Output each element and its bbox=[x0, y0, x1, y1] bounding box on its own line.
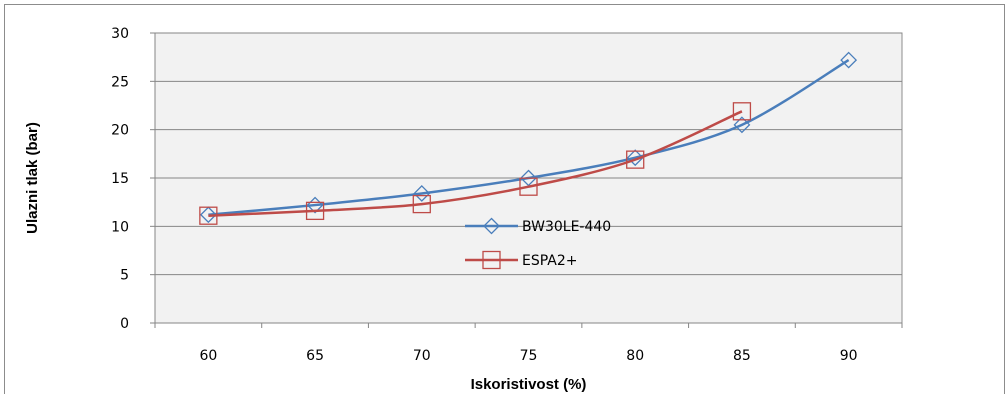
square-marker bbox=[482, 250, 501, 270]
legend: BW30LE-440 ESPA2+ bbox=[465, 217, 611, 270]
y-tick-label: 30 bbox=[111, 26, 129, 42]
y-tick-label: 10 bbox=[111, 219, 129, 235]
x-tick-label: 70 bbox=[413, 348, 431, 364]
legend-label: ESPA2+ bbox=[522, 253, 578, 269]
square-marker bbox=[412, 194, 431, 214]
gridlines bbox=[155, 32, 902, 276]
square-marker bbox=[732, 102, 752, 121]
x-tick-label: 75 bbox=[520, 348, 538, 364]
series-line bbox=[208, 110, 743, 217]
diamond-marker bbox=[413, 185, 431, 202]
series-lines bbox=[199, 51, 858, 225]
y-tick-label: 0 bbox=[120, 316, 129, 332]
x-tick-label: 60 bbox=[199, 348, 217, 364]
y-tick-label: 15 bbox=[111, 171, 129, 187]
axes: 0 5 10 15 20 25 30 60 65 70 75 80 85 90 bbox=[111, 26, 903, 364]
diamond-marker bbox=[199, 206, 217, 224]
diamond-marker bbox=[733, 116, 751, 134]
y-tick-label: 25 bbox=[111, 74, 129, 90]
diamond-marker bbox=[626, 149, 644, 167]
diamond-marker bbox=[840, 51, 858, 69]
y-tick-label: 5 bbox=[120, 268, 129, 284]
square-marker bbox=[305, 201, 325, 221]
x-tick-label: 80 bbox=[626, 348, 644, 364]
square-marker bbox=[519, 177, 538, 196]
square-marker bbox=[199, 206, 218, 225]
x-tick-label: 85 bbox=[733, 348, 751, 364]
x-axis-title: Iskoristivost (%) bbox=[471, 376, 587, 393]
square-marker bbox=[626, 150, 645, 169]
y-axis-title: Ulazni tlak (bar) bbox=[24, 122, 41, 234]
y-tick-label: 20 bbox=[111, 123, 129, 139]
legend-label: BW30LE-440 bbox=[522, 219, 611, 235]
x-tick-label: 90 bbox=[840, 348, 858, 364]
diamond-marker bbox=[483, 217, 500, 235]
x-tick-label: 65 bbox=[306, 348, 324, 364]
